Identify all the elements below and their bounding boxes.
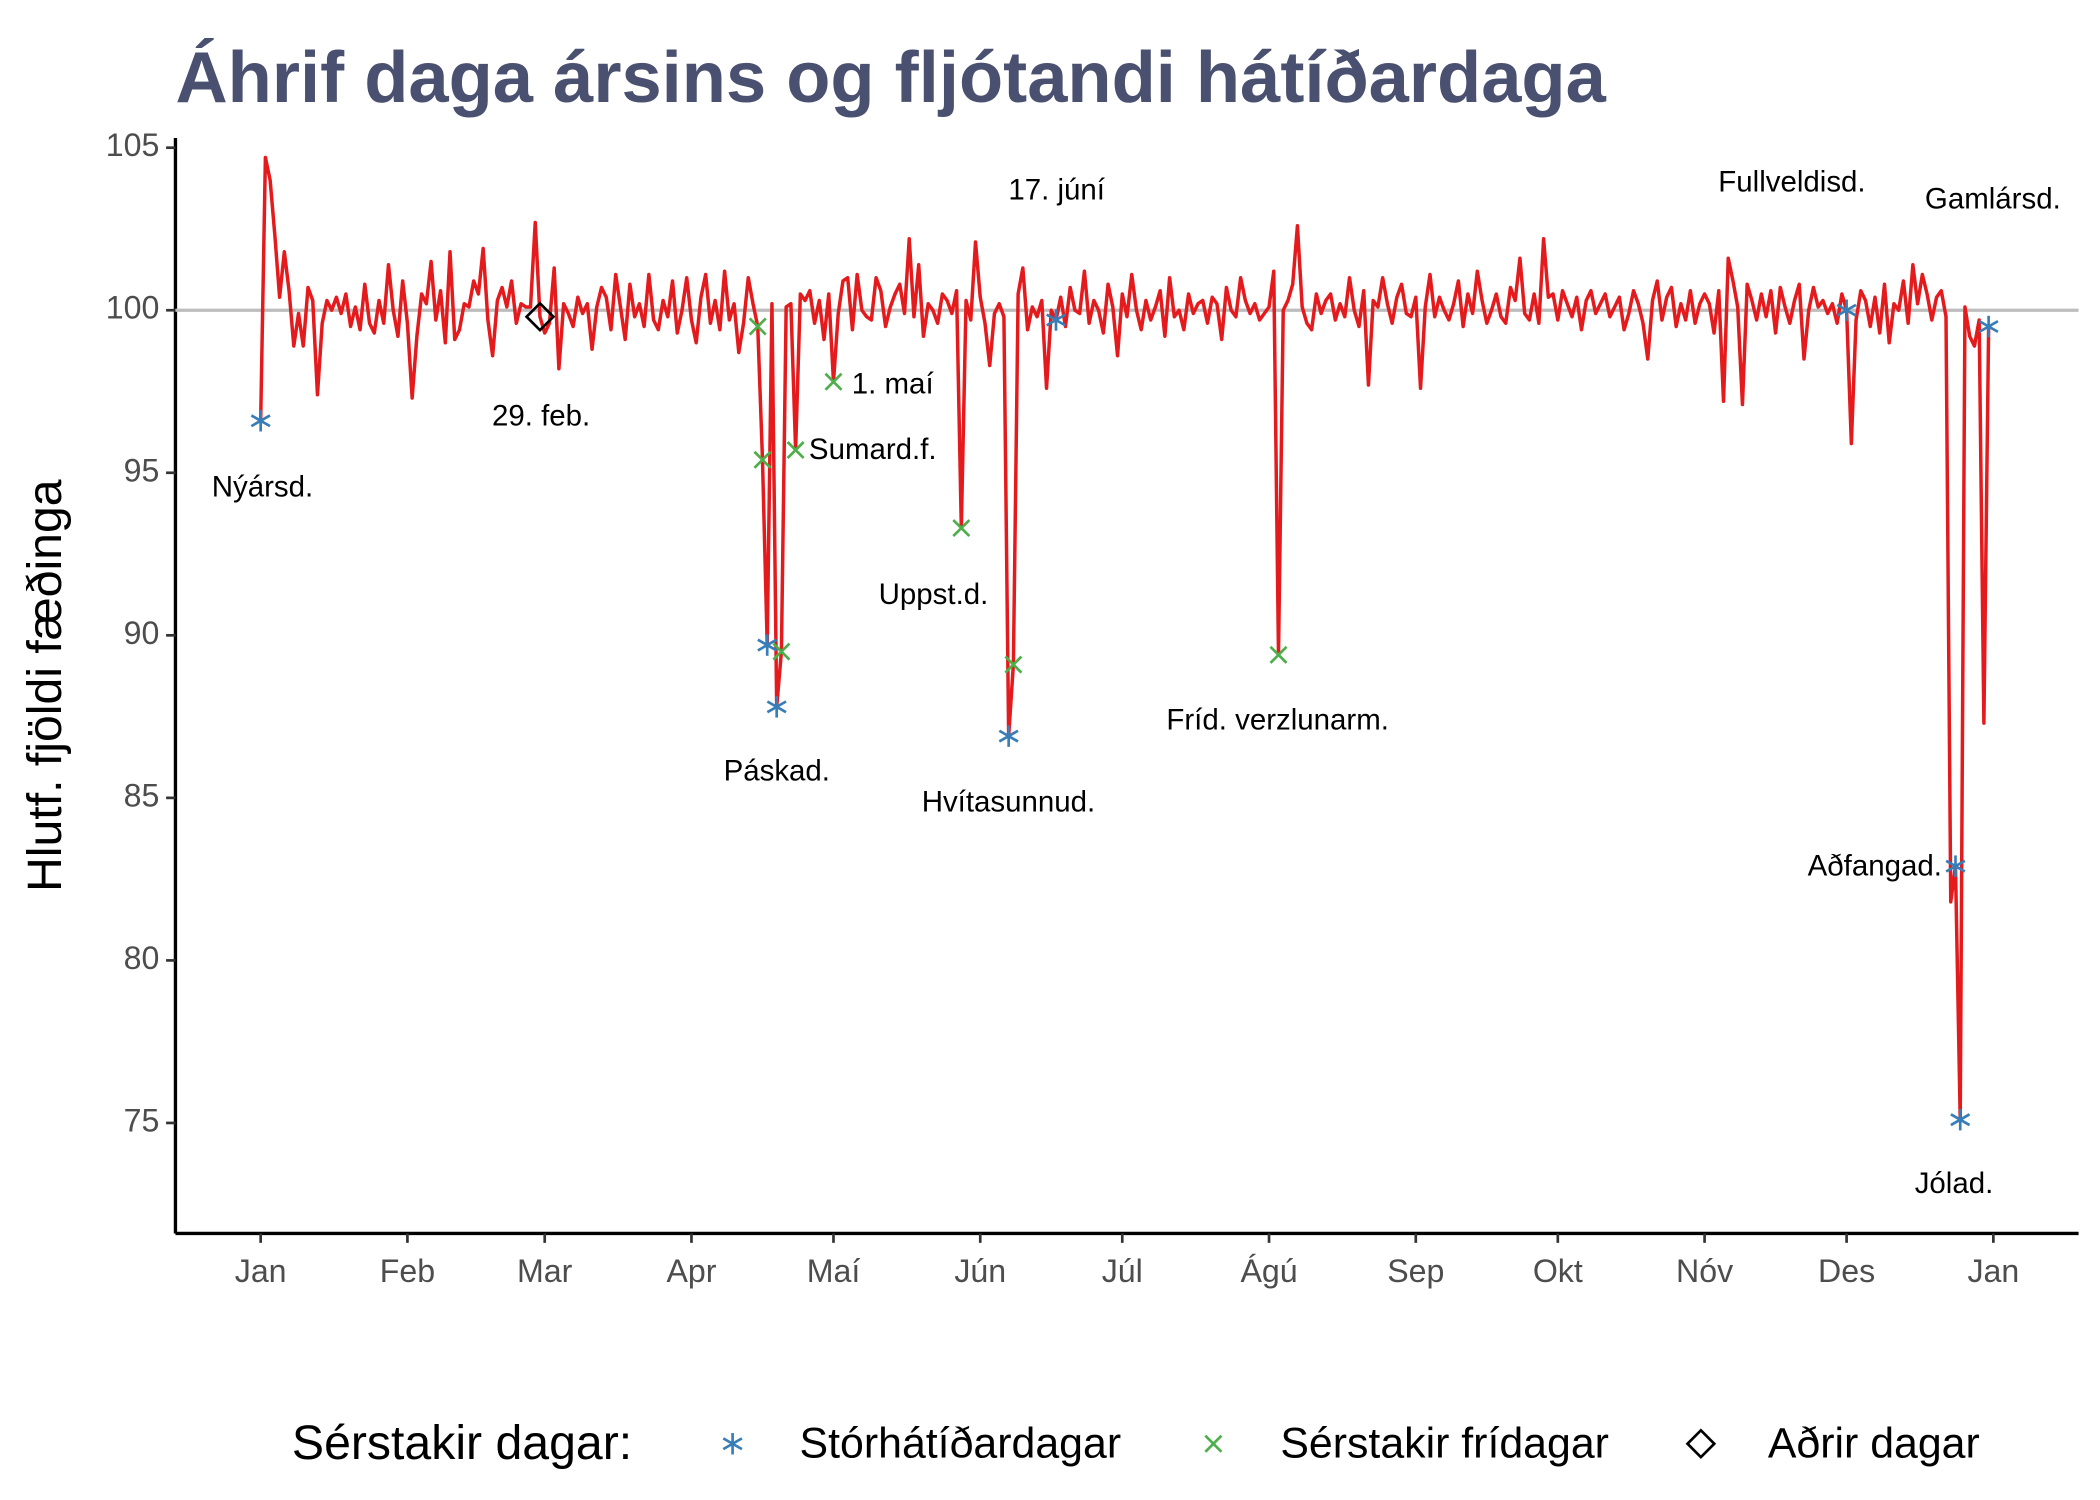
marker-stroke [1046, 313, 1066, 327]
marker [786, 441, 805, 460]
marker-stroke [1950, 1113, 1971, 1127]
x-tick-label: Sep [1387, 1253, 1444, 1289]
annotation: 29. feb. [492, 400, 590, 433]
y-tick-label: 95 [124, 452, 160, 488]
marker [824, 372, 843, 391]
x-tick-label: Mar [517, 1253, 573, 1289]
marker-stroke [748, 317, 767, 336]
annotation: Uppst.d. [879, 578, 989, 611]
x-tick-label: Des [1818, 1253, 1875, 1289]
marker-stroke [824, 372, 843, 391]
marker [952, 519, 971, 538]
y-tick-label: 100 [106, 290, 160, 326]
marker [772, 642, 791, 661]
y-tick-label: 105 [106, 127, 160, 163]
annotation: Fullveldisd. [1718, 165, 1865, 198]
marker-stroke [1204, 1434, 1223, 1453]
annotation: Hvítasunnud. [922, 785, 1096, 818]
chart-title: Áhrif daga ársins og fljótandi hátíðarda… [175, 38, 1606, 118]
marker [722, 1433, 743, 1455]
y-tick-label: 80 [124, 940, 160, 976]
marker-stroke [1978, 319, 1999, 334]
marker-stroke [952, 519, 971, 538]
x-tick-label: Maí [807, 1253, 861, 1289]
marker [1978, 315, 1999, 338]
marker-stroke [757, 638, 778, 652]
marker [1945, 855, 1966, 877]
marker-stroke [753, 450, 772, 469]
legend-title: Sérstakir dagar: [292, 1416, 632, 1470]
marker [524, 301, 556, 333]
y-axis-label: Hlutf. fjöldi fæðinga [18, 479, 72, 892]
marker-stroke [1836, 303, 1857, 317]
y-tick-label: 75 [124, 1102, 160, 1138]
marker-stroke [1945, 859, 1966, 873]
x-tick-label: Okt [1533, 1253, 1583, 1289]
marker [1950, 1108, 1971, 1131]
annotation: Nýársd. [212, 471, 313, 504]
marker-stroke [766, 700, 787, 714]
marker [1004, 655, 1023, 674]
marker-stroke [772, 642, 791, 661]
marker [1269, 645, 1288, 664]
x-tick-label: Jan [1967, 1253, 2019, 1289]
annotation: Sumard.f. [809, 433, 937, 466]
legend-label: Stórhátíðardagar [800, 1420, 1122, 1468]
marker [250, 410, 271, 432]
x-tick-label: Feb [380, 1253, 435, 1289]
marker [766, 696, 787, 718]
annotation: Fríd. verzlunarm. [1166, 704, 1389, 737]
marker [1046, 309, 1066, 331]
marker-stroke [998, 729, 1019, 743]
marker-stroke [722, 1437, 743, 1451]
annotation: Jólad. [1915, 1167, 1994, 1200]
marker [1685, 1428, 1717, 1460]
x-tick-label: Ágú [1240, 1253, 1297, 1289]
y-tick-label: 90 [124, 615, 160, 651]
marker-stroke [786, 441, 805, 460]
x-tick-label: Jan [235, 1253, 287, 1289]
marker-stroke [1269, 645, 1288, 664]
y-tick-label: 85 [124, 777, 160, 813]
x-tick-label: Apr [666, 1253, 716, 1289]
marker-stroke [1685, 1428, 1717, 1460]
marker [998, 725, 1019, 747]
annotation: 17. júní [1008, 173, 1105, 206]
annotation: 1. maí [852, 367, 935, 400]
x-tick-label: Júl [1102, 1253, 1143, 1289]
annotation: Gamlársd. [1925, 183, 2061, 216]
marker [748, 317, 767, 336]
annotation: Páskad. [724, 755, 830, 788]
x-tick-label: Nóv [1676, 1253, 1733, 1289]
annotation: Aðfangad. [1808, 850, 1942, 883]
marker [753, 450, 772, 469]
marker [757, 634, 778, 656]
marker [1836, 299, 1857, 321]
marker-stroke [1004, 655, 1023, 674]
data-line [258, 155, 1991, 1122]
marker-stroke [524, 301, 556, 333]
x-tick-label: Jún [954, 1253, 1006, 1289]
legend-label: Aðrir dagar [1768, 1420, 1980, 1468]
marker [1204, 1434, 1223, 1453]
marker-stroke [250, 414, 271, 428]
legend-label: Sérstakir frídagar [1280, 1420, 1609, 1468]
